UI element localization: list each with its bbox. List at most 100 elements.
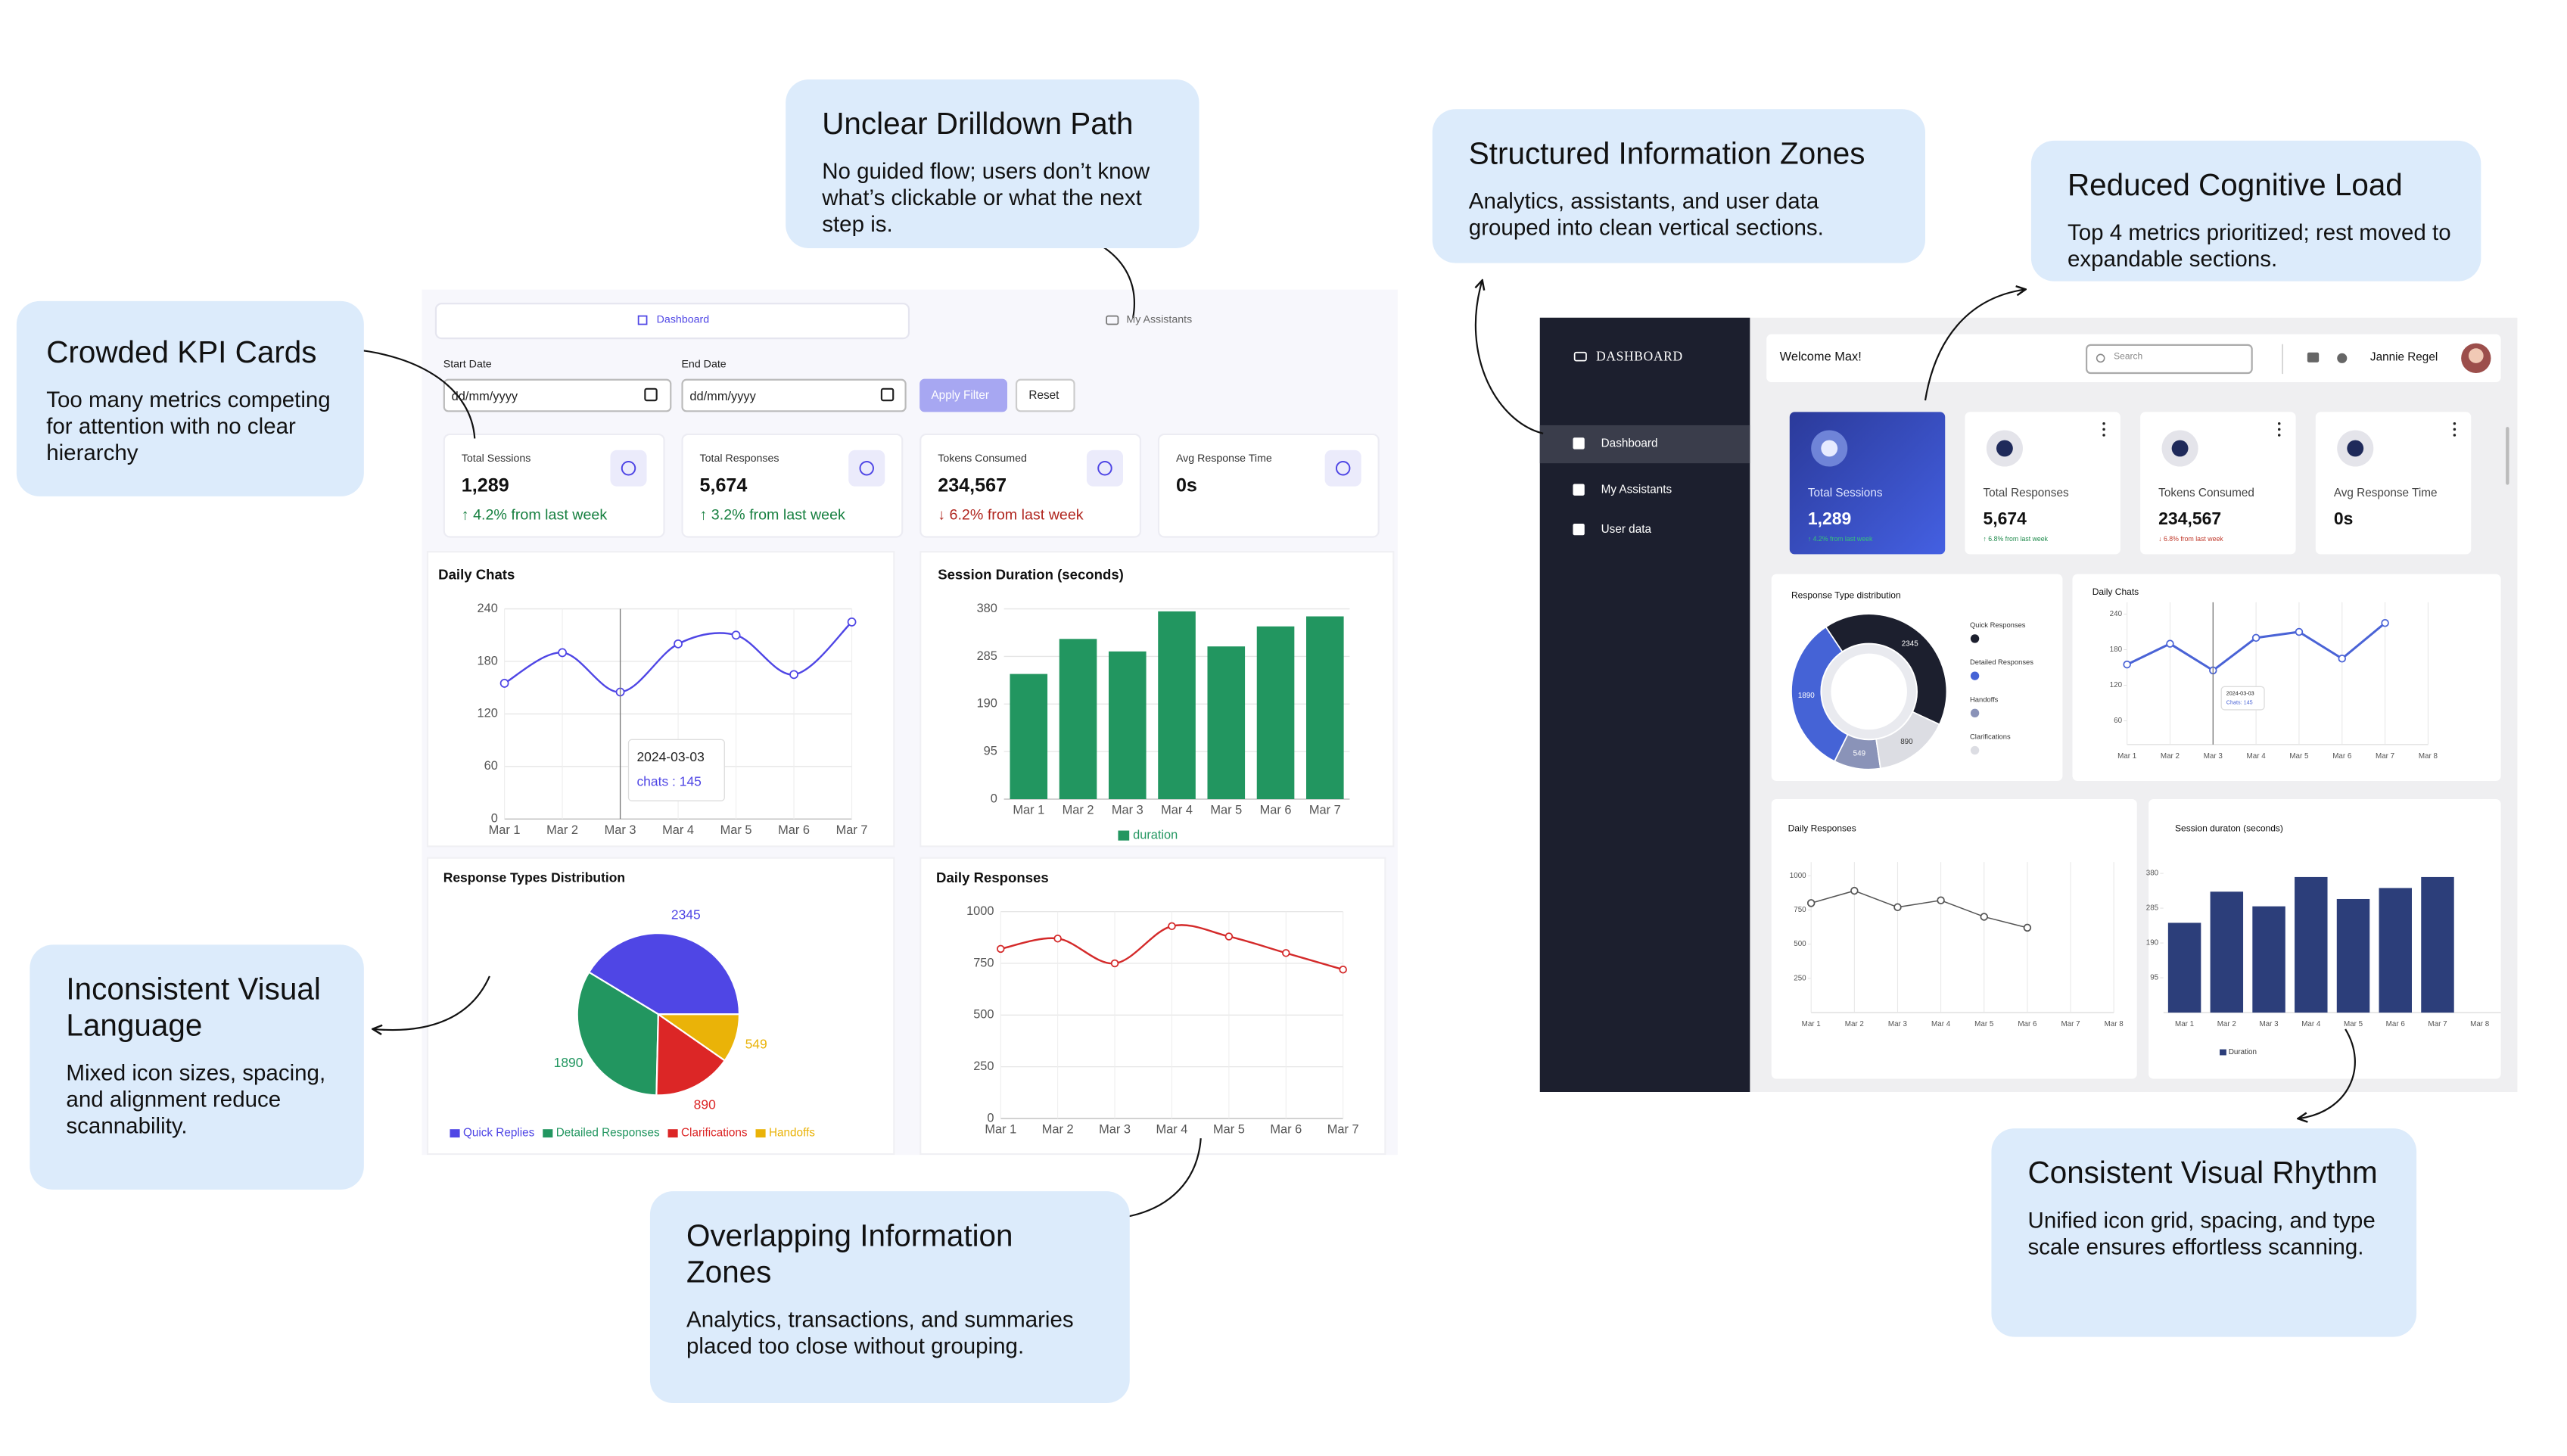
kpi-icon [610, 450, 647, 487]
slice-label: 2345 [1902, 639, 1918, 648]
legend-label: Clarifications [681, 1127, 748, 1140]
x-tick-label: Mar 7 [1327, 1123, 1359, 1137]
date-input[interactable] [681, 378, 907, 412]
y-tick-label: 0 [491, 812, 498, 826]
kpi-card [1965, 412, 2120, 555]
donut-hole [1831, 653, 1907, 730]
chart-panel [2072, 574, 2501, 781]
message-icon [2307, 352, 2320, 362]
y-tick-label: 0 [987, 1111, 994, 1125]
reset-button[interactable] [1015, 378, 1075, 412]
x-tick-label: Mar 7 [836, 823, 868, 837]
legend-dot [1970, 634, 1980, 643]
scrollbar [2506, 427, 2509, 485]
callout-title: Overlapping Information Zones [686, 1218, 1013, 1290]
arrow [1924, 290, 2024, 401]
x-tick-label: Mar 4 [1156, 1123, 1188, 1137]
x-tick-label: Mar 4 [662, 823, 694, 837]
slice-label: 1890 [1798, 692, 1815, 700]
x-tick-label: Mar 8 [2105, 1020, 2124, 1028]
point [1937, 896, 1945, 904]
callout-title: Crowded KPI Cards [46, 334, 317, 369]
point [674, 639, 683, 649]
point [2123, 660, 2131, 669]
y-tick-label: 240 [2110, 610, 2123, 618]
tab[interactable]: My Assistants [1126, 314, 1193, 326]
slice-label: 890 [694, 1097, 716, 1112]
y-tick-label: 190 [977, 697, 997, 711]
point [1224, 932, 1234, 941]
y-tick-label: 95 [984, 744, 997, 758]
nav-icon [1573, 523, 1585, 536]
y-tick-label: 180 [478, 654, 498, 667]
bar [1306, 616, 1344, 800]
kpi-change: ↑ 4.2% from last week [1807, 534, 1873, 543]
x-tick-label: Mar 5 [1974, 1020, 1994, 1028]
apply-button[interactable] [919, 378, 1008, 412]
x-tick-label: Mar 7 [1309, 804, 1341, 817]
nav-item[interactable]: Dashboard [1601, 437, 1658, 450]
legend-dot [1970, 671, 1980, 680]
x-tick-label: Mar 6 [2332, 752, 2352, 761]
x-tick-label: Mar 2 [546, 823, 578, 837]
callout-title: Inconsistent Visual Language [66, 971, 321, 1043]
slice-label: 1890 [554, 1055, 583, 1070]
x-tick-label: Mar 2 [1063, 804, 1094, 817]
y-tick-label: 180 [2110, 646, 2123, 654]
welcome: Welcome Max! [1779, 349, 1862, 364]
point [1806, 899, 1816, 907]
y-tick-label: 380 [977, 602, 997, 615]
x-tick-label: Mar 1 [489, 823, 521, 837]
chart-title: Response Types Distribution [443, 870, 625, 885]
arrow [350, 349, 476, 439]
slice [587, 932, 741, 1016]
y-tick-label: 60 [2114, 717, 2122, 725]
kpi-label: Total Responses [1983, 487, 2069, 500]
tab[interactable]: Dashboard [656, 314, 710, 326]
point [499, 679, 509, 688]
kpi-label: Tokens Consumed [2158, 487, 2254, 500]
menu-dot [2102, 434, 2105, 437]
x-tick-label: Mar 3 [605, 823, 636, 837]
callout-body: Too many metrics competing for attention… [46, 387, 331, 465]
menu-dot [2453, 428, 2457, 431]
x-tick-label: Mar 4 [2247, 752, 2267, 761]
nav-item[interactable]: User data [1601, 523, 1651, 536]
legend-dot [1970, 708, 1980, 718]
date-value: dd/mm/yyyy [451, 387, 518, 403]
x-tick-label: Mar 3 [1888, 1020, 1908, 1028]
date-input[interactable] [443, 378, 672, 412]
point [2381, 619, 2389, 627]
nav-icon [1573, 437, 1585, 450]
point [1339, 965, 1347, 974]
kpi-value: 1,289 [1807, 509, 1852, 530]
legend-label: Quick Responses [1970, 621, 2026, 629]
kpi-label: Avg Response Time [2333, 487, 2438, 500]
legend-label: duration [1133, 828, 1178, 842]
bar [2336, 898, 2370, 1013]
x-tick-label: Mar 5 [1213, 1123, 1245, 1137]
search-box[interactable] [2086, 344, 2253, 375]
legend-label: Clarifications [1970, 733, 2011, 741]
x-tick-label: Mar 1 [2175, 1020, 2194, 1028]
menu-dot [2277, 422, 2281, 425]
bar [2295, 876, 2328, 1013]
chart-title: Session duraton (seconds) [2175, 823, 2283, 834]
tooltip [627, 739, 725, 801]
search-placeholder: Search [2114, 352, 2143, 362]
tooltip [2220, 686, 2265, 711]
nav-item[interactable]: My Assistants [1601, 484, 1672, 496]
tab-bar [434, 303, 910, 340]
bell-icon [2337, 353, 2348, 363]
kpi-icon-glyph [1996, 440, 2013, 457]
x-tick-label: Mar 4 [2301, 1020, 2321, 1028]
legend-label: Handoffs [1970, 695, 1999, 703]
arrow [2299, 1028, 2356, 1118]
callout: Reduced Cognitive Load Top 4 metrics prio… [2030, 140, 2481, 282]
y-tick-label: 285 [977, 649, 997, 663]
kpi-value: 0s [2333, 509, 2354, 530]
slice [655, 1013, 741, 1062]
kpi-icon-glyph [1821, 440, 1838, 457]
kpi-value: 234,567 [938, 476, 1007, 496]
